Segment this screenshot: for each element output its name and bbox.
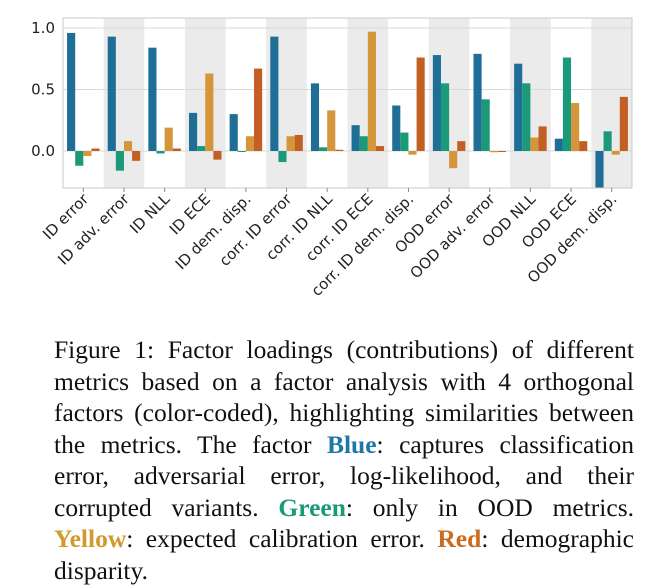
bar-yellow	[530, 137, 539, 151]
bar-yellow	[489, 151, 498, 153]
caption-text-1: Figure 1: Factor loadings (contributions…	[54, 335, 634, 459]
bar-blue	[270, 36, 279, 151]
bar-red	[294, 135, 303, 151]
bar-yellow	[327, 110, 336, 151]
bar-green	[237, 151, 246, 152]
bar-red	[213, 151, 222, 160]
bar-green	[75, 151, 84, 166]
bar-yellow	[611, 151, 620, 155]
bar-yellow	[449, 151, 458, 169]
caption-text-4: : expected calibration error.	[126, 524, 438, 553]
bar-green	[400, 132, 409, 151]
bar-red	[132, 151, 141, 161]
bar-red	[538, 126, 547, 151]
bar-yellow	[245, 136, 255, 151]
caption-green-factor: Green	[278, 492, 346, 522]
bar-green	[319, 147, 328, 151]
bar-blue	[473, 53, 482, 151]
bar-green	[359, 136, 368, 151]
bar-blue	[107, 36, 116, 151]
bar-red	[91, 148, 100, 151]
caption-red-factor: Red	[437, 524, 482, 553]
bar-blue	[432, 55, 441, 152]
bar-blue	[554, 138, 563, 151]
caption-yellow-factor: Yellow	[54, 524, 127, 553]
bar-green	[156, 151, 165, 154]
figure-caption: Figure 1: Factor loadings (contributions…	[54, 334, 634, 586]
caption-text-2: : captures classification error, adversa…	[54, 429, 634, 522]
bar-red	[375, 146, 385, 151]
bar-blue	[392, 105, 401, 151]
bar-blue	[310, 83, 320, 151]
bar-blue	[595, 151, 604, 188]
x-tick-label: ID NLL	[126, 190, 174, 238]
bar-red	[619, 96, 628, 151]
bar-green	[115, 151, 124, 171]
bar-green	[481, 99, 490, 151]
bar-blue	[514, 63, 523, 151]
bar-blue	[67, 32, 76, 151]
bar-green	[603, 131, 612, 151]
plot-frame	[62, 17, 633, 189]
bar-green	[562, 57, 572, 151]
bar-yellow	[83, 151, 92, 156]
bar-red	[579, 141, 588, 151]
shaded-band	[347, 18, 389, 188]
bar-red	[254, 68, 263, 151]
bar-red	[335, 149, 344, 151]
y-tick-label: 0.0	[31, 142, 55, 160]
bar-blue	[351, 125, 360, 151]
axis-layer	[62, 17, 633, 192]
bar-yellow	[367, 31, 376, 151]
caption-text-3: : only in OOD metrics.	[345, 492, 634, 522]
bar-yellow	[164, 127, 173, 151]
bar-blue	[188, 112, 198, 151]
bar-red	[497, 151, 507, 152]
bar-red	[172, 148, 181, 151]
bar-yellow	[571, 103, 580, 151]
bar-red	[457, 141, 466, 151]
bar-yellow	[408, 151, 417, 155]
x-tick-label: ID adv. error	[54, 190, 133, 269]
bar-red	[416, 57, 425, 151]
bar-green	[522, 83, 531, 151]
bar-blue	[148, 47, 157, 151]
bar-yellow	[123, 141, 133, 151]
bar-green	[278, 151, 287, 163]
bar-green	[197, 146, 206, 151]
bar-green	[440, 83, 450, 151]
bar-yellow	[286, 136, 295, 151]
bar-blue	[229, 114, 238, 151]
bar-yellow	[205, 73, 214, 151]
bar-layer	[67, 31, 628, 188]
caption-blue-factor: Blue	[326, 429, 377, 459]
y-tick-label: 0.5	[31, 81, 55, 99]
shaded-band-layer	[103, 18, 632, 188]
y-tick-label: 1.0	[31, 19, 55, 37]
